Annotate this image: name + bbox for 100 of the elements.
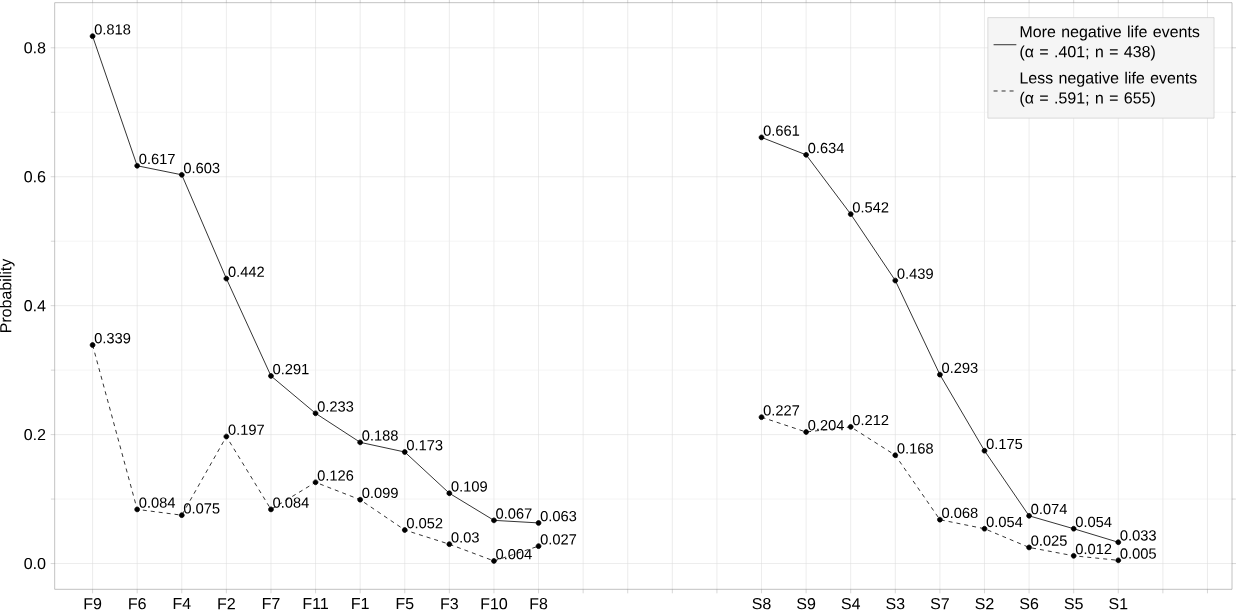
- legend-label: More negative life events (α = .401; n = 438): [1020, 25, 1200, 61]
- data-label: 0.054: [986, 516, 1023, 528]
- x-tick-label: F9: [84, 598, 102, 610]
- point: [268, 506, 274, 513]
- data-label: 0.542: [852, 202, 889, 213]
- point: [89, 342, 96, 348]
- data-label: 0.063: [540, 511, 577, 522]
- data-label: 0.212: [852, 415, 889, 426]
- point: [223, 275, 230, 282]
- y-tick-label: 0.0: [24, 558, 46, 570]
- x-tick-label: F2: [218, 598, 235, 610]
- point: [312, 479, 319, 486]
- y-tick-label: 0.6: [24, 171, 46, 183]
- y-tick-label: 0.2: [24, 429, 46, 441]
- point: [268, 373, 274, 379]
- point: [937, 372, 943, 378]
- point: [981, 526, 988, 532]
- data-label: 0.052: [406, 518, 443, 529]
- y-tick-label: 0.4: [24, 300, 46, 312]
- data-label: 0.197: [228, 424, 264, 436]
- x-tick-label: S6: [1020, 598, 1039, 610]
- data-label: 0.173: [406, 440, 443, 451]
- point: [446, 490, 453, 497]
- point: [892, 277, 899, 284]
- data-label: 0.661: [763, 125, 800, 136]
- point: [803, 152, 809, 158]
- point: [491, 558, 497, 564]
- x-tick-label: S5: [1064, 598, 1083, 610]
- point: [491, 517, 497, 524]
- point: [847, 211, 854, 218]
- data-label: 0.033: [1120, 530, 1156, 541]
- point: [178, 172, 185, 178]
- data-label: 0.204: [808, 420, 844, 431]
- point: [847, 424, 854, 430]
- point: [401, 449, 408, 455]
- data-label: 0.005: [1120, 548, 1156, 559]
- data-label: 0.175: [986, 438, 1023, 450]
- x-tick-label: F1: [352, 598, 369, 610]
- data-label: 0.004: [496, 549, 532, 560]
- x-tick-label: F8: [530, 598, 548, 610]
- legend-label: Less negative life events (α = .591; n = 655): [1020, 72, 1197, 107]
- data-label: 0.025: [1031, 535, 1067, 546]
- data-label: 0.099: [362, 487, 398, 499]
- data-label: 0.067: [496, 508, 532, 519]
- x-tick-label: S9: [797, 598, 816, 610]
- x-tick-label: F5: [396, 598, 414, 610]
- data-label: 0.233: [317, 401, 354, 412]
- point: [1070, 553, 1077, 559]
- data-label: 0.027: [540, 534, 577, 545]
- point: [535, 543, 542, 550]
- point: [1070, 526, 1077, 532]
- point: [223, 433, 230, 440]
- data-label: 0.339: [94, 333, 131, 344]
- point: [178, 512, 185, 519]
- point: [892, 452, 899, 459]
- point: [1115, 539, 1122, 546]
- data-label: 0.603: [183, 163, 220, 174]
- point: [937, 517, 943, 523]
- x-tick-label: F10: [481, 598, 508, 610]
- x-tick-label: S8: [752, 598, 771, 610]
- point: [535, 520, 542, 526]
- x-tick-label: F11: [303, 598, 328, 610]
- x-tick-label: S7: [930, 598, 949, 610]
- point: [1026, 513, 1032, 519]
- data-label: 0.617: [139, 153, 175, 165]
- data-label: 0.439: [897, 268, 933, 280]
- point: [134, 506, 140, 513]
- point: [758, 134, 765, 141]
- point: [1026, 544, 1032, 551]
- data-label: 0.084: [273, 497, 309, 508]
- x-tick-label: S1: [1109, 598, 1128, 610]
- data-label: 0.634: [808, 143, 844, 154]
- data-label: 0.068: [942, 507, 978, 519]
- x-tick-label: F6: [129, 598, 146, 610]
- data-label: 0.188: [362, 430, 398, 441]
- data-label: 0.168: [897, 443, 933, 454]
- data-label: 0.109: [451, 481, 487, 492]
- point: [89, 33, 96, 40]
- data-label: 0.291: [273, 364, 309, 375]
- data-label: 0.442: [228, 266, 264, 278]
- x-tick-label: S3: [886, 598, 905, 610]
- point: [357, 439, 363, 446]
- point: [758, 414, 765, 421]
- x-tick-label: F4: [173, 598, 191, 610]
- point: [134, 163, 140, 169]
- data-label: 0.074: [1031, 504, 1067, 515]
- point: [1115, 557, 1122, 564]
- point: [401, 527, 408, 533]
- data-label: 0.126: [317, 470, 354, 481]
- point: [312, 410, 319, 417]
- x-tick-label: S2: [975, 598, 994, 610]
- data-label: 0.03: [451, 532, 479, 543]
- point: [446, 541, 453, 548]
- data-label: 0.818: [94, 24, 131, 35]
- y-tick-label: 0.8: [24, 42, 46, 54]
- x-tick-label: F3: [441, 598, 458, 610]
- y-axis-title: Probability: [0, 258, 15, 333]
- point: [981, 448, 988, 454]
- data-label: 0.054: [1075, 516, 1112, 528]
- x-tick-label: F7: [262, 598, 280, 610]
